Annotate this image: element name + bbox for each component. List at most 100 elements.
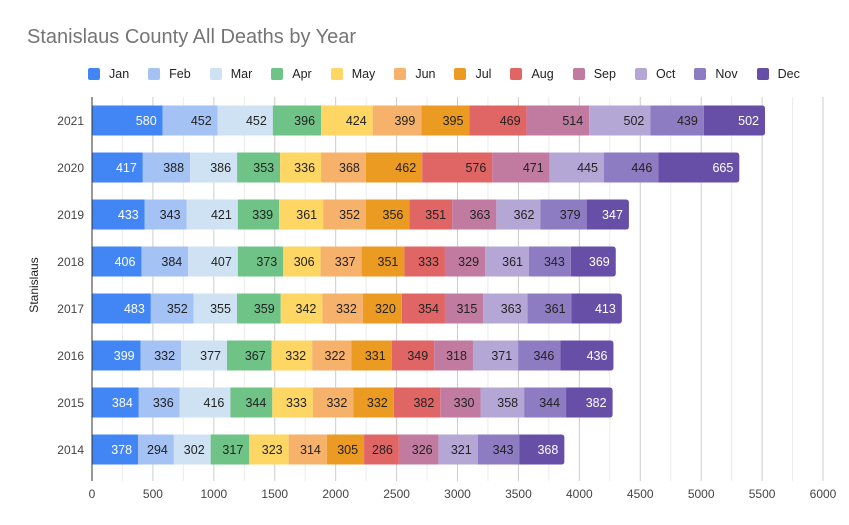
bar-segment-2015-may (272, 387, 313, 418)
data-label: 361 (545, 302, 566, 316)
data-label: 343 (493, 443, 514, 457)
data-label: 413 (595, 302, 616, 316)
bar-segment-2019-jul (366, 199, 410, 230)
y-tick-label: 2015 (57, 396, 84, 410)
bar-segment-2019-jun (323, 199, 367, 230)
bar-segment-2016-sep (434, 340, 473, 371)
legend-swatch (454, 68, 467, 80)
legend-item-jun[interactable]: Jun (394, 67, 435, 81)
data-label: 331 (365, 349, 386, 363)
bar-segment-2016-mar (181, 340, 227, 371)
bar-segment-2018-oct (485, 246, 530, 277)
x-tick-label: 6000 (810, 487, 837, 501)
legend-label: Mar (230, 67, 253, 81)
legend-item-nov[interactable]: Nov (694, 67, 738, 81)
data-label: 379 (560, 208, 581, 222)
bar-segment-2018-nov (529, 246, 571, 277)
bar-segment-2018-sep (444, 246, 486, 277)
data-label: 368 (537, 443, 558, 457)
bar-segment-2015-nov (524, 387, 567, 418)
data-label: 344 (539, 396, 560, 410)
legend-swatch (634, 68, 647, 80)
bar-segment-2017-feb (150, 293, 194, 324)
legend-item-jul[interactable]: Jul (454, 67, 491, 81)
legend-label: Jun (415, 67, 436, 81)
legend-item-aug[interactable]: Aug (510, 67, 554, 81)
data-label: 322 (325, 349, 346, 363)
legend-swatch (510, 68, 523, 80)
bar-segment-2021-oct (589, 105, 651, 136)
legend-item-jan[interactable]: Jan (88, 67, 129, 81)
bar-segment-2016-apr (226, 340, 272, 371)
bar-segment-2018-aug (404, 246, 445, 277)
data-label: 377 (200, 349, 221, 363)
x-tick-label: 2500 (383, 487, 410, 501)
x-tick-label: 2000 (322, 487, 349, 501)
data-label: 436 (587, 349, 608, 363)
legend-item-dec[interactable]: Dec (756, 67, 800, 81)
data-label: 406 (115, 255, 136, 269)
legend-swatch (756, 68, 769, 80)
bar-segment-2020-dec (658, 152, 740, 183)
bar-segment-2021-aug (469, 105, 527, 136)
bar-segment-2019-nov (540, 199, 587, 230)
data-label: 363 (470, 208, 491, 222)
legend-label: Aug (531, 67, 554, 81)
data-label: 367 (245, 349, 266, 363)
bar-segment-2015-jul (353, 387, 394, 418)
data-label: 502 (738, 114, 759, 128)
data-label: 330 (454, 396, 475, 410)
y-tick-label: 2017 (57, 302, 84, 316)
bar-segment-2021-jan (92, 105, 163, 136)
x-tick-label: 0 (89, 487, 96, 501)
data-label: 386 (210, 161, 231, 175)
data-label: 433 (118, 208, 139, 222)
x-tick-label: 1000 (200, 487, 227, 501)
legend-swatch (694, 68, 707, 80)
data-label: 407 (211, 255, 232, 269)
x-tick-label: 5000 (688, 487, 715, 501)
data-label: 302 (184, 443, 205, 457)
bar-segment-2014-apr (210, 434, 250, 465)
legend-label: Jul (475, 67, 492, 81)
bar-segment-2015-feb (138, 387, 180, 418)
bar-segment-2019-oct (496, 199, 541, 230)
bar-segment-2020-sep (492, 152, 550, 183)
bar-segment-2015-oct (480, 387, 525, 418)
legend-item-mar[interactable]: Mar (209, 67, 253, 81)
legend-label: May (351, 67, 376, 81)
bar-segment-2021-mar (217, 105, 273, 136)
bar-segment-2020-mar (190, 152, 238, 183)
bar-segment-2020-nov (603, 152, 659, 183)
data-label: 315 (456, 302, 477, 316)
data-label: 446 (631, 161, 652, 175)
bar-segment-2021-feb (162, 105, 218, 136)
legend-item-oct[interactable]: Oct (634, 67, 675, 81)
bar-segment-2014-nov (477, 434, 520, 465)
legend-item-feb[interactable]: Feb (148, 67, 191, 81)
data-label: 339 (252, 208, 273, 222)
data-label: 337 (335, 255, 356, 269)
bar-segment-2020-may (280, 152, 322, 183)
bar-segment-2018-jun (320, 246, 362, 277)
data-label: 314 (300, 443, 321, 457)
bar-segment-2016-aug (391, 340, 435, 371)
bar-segment-2018-feb (141, 246, 189, 277)
y-tick-label: 2020 (57, 161, 84, 175)
bar-segment-2019-mar (186, 199, 238, 230)
bar-segment-2015-apr (230, 387, 273, 418)
legend-item-apr[interactable]: Apr (271, 67, 312, 81)
legend-swatch (88, 68, 100, 80)
bar-segment-2019-jan (92, 199, 145, 230)
data-label: 353 (253, 161, 274, 175)
bar-segment-2018-may (283, 246, 321, 277)
legend-item-sep[interactable]: Sep (572, 67, 616, 81)
bar-segment-2016-feb (140, 340, 182, 371)
legend-item-may[interactable]: May (330, 67, 376, 81)
bar-segment-2014-jun (288, 434, 327, 465)
data-label: 469 (500, 114, 521, 128)
data-label: 395 (443, 114, 464, 128)
data-label: 356 (383, 208, 404, 222)
bar-segment-2020-aug (422, 152, 493, 183)
bar-segment-2017-nov (527, 293, 572, 324)
